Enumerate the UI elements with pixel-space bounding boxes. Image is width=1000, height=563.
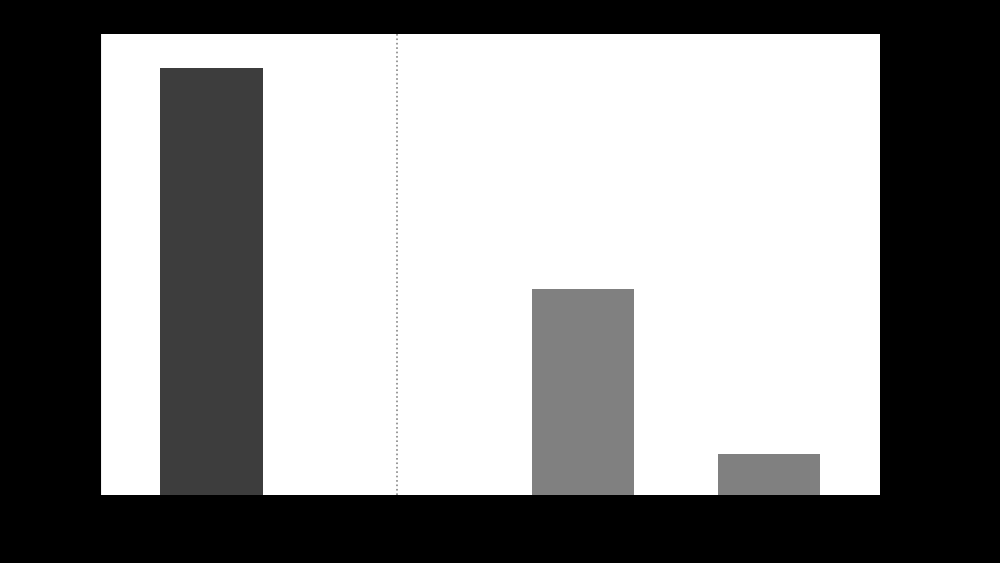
- Y-axis label: Average share of military cabinet members: Average share of military cabinet member…: [45, 69, 63, 461]
- Bar: [532, 289, 634, 495]
- Bar: [160, 69, 262, 495]
- Bar: [718, 454, 820, 495]
